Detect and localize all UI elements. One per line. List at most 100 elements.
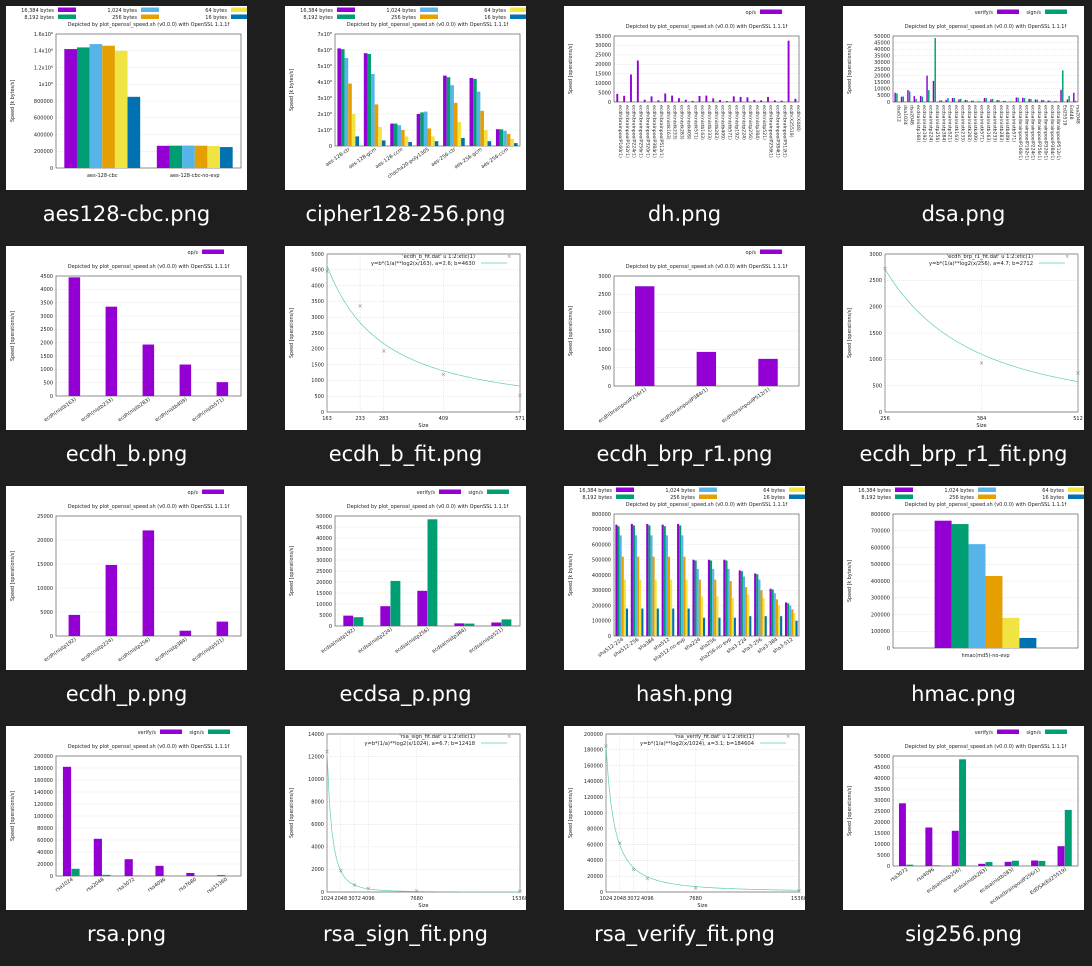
legend-entry: 256 bytes: [112, 15, 137, 21]
file-name-label[interactable]: rsa_verify_fit.png: [554, 922, 815, 946]
data-point: ×: [414, 888, 419, 895]
y-tick-label: 500: [872, 383, 882, 389]
x-tick-label: aes-128-gcm: [348, 147, 378, 171]
file-name-label[interactable]: sig256.png: [833, 922, 1092, 946]
bar: [712, 98, 714, 102]
y-tick-label: 3000: [311, 315, 324, 321]
y-axis-label: Speed [operations/s]: [10, 311, 16, 361]
bar: [901, 97, 902, 102]
chart-subtitle: Depicted by plot_openssl_speed.sh (v0.0.…: [626, 264, 788, 270]
x-tick-label: 1024: [321, 896, 334, 902]
file-name-label[interactable]: aes128-cbc.png: [0, 202, 257, 226]
file-name-label[interactable]: ecdh_p.png: [0, 682, 257, 706]
chart-thumbnail[interactable]: 'ecdh_brp_r1_fit.dat' u 1:2:xtic(1)×y=b*…: [843, 246, 1084, 430]
bar: [507, 134, 511, 146]
file-name-label[interactable]: ecdh_b_fit.png: [275, 442, 536, 466]
x-tick-label: ecdsa(nistp192): [320, 627, 357, 655]
y-tick-label: 1000: [598, 347, 611, 353]
thumbnail-item[interactable]: 'ecdh_brp_r1_fit.dat' u 1:2:xtic(1)×y=b*…: [843, 246, 1084, 486]
y-tick-label: 50000: [874, 754, 890, 760]
bar: [728, 569, 730, 636]
bar: [754, 573, 756, 636]
file-name-label[interactable]: rsa_sign_fit.png: [275, 922, 536, 946]
y-tick-label: 4x10⁶: [317, 80, 332, 86]
y-tick-label: 25000: [874, 809, 890, 815]
y-tick-label: 14000: [308, 732, 324, 738]
bar: [128, 97, 141, 168]
file-name-label[interactable]: dh.png: [554, 202, 815, 226]
y-tick-label: 0: [887, 864, 890, 870]
x-tick-label: ecdh(brainpoolP512t1): [781, 105, 787, 158]
bar: [69, 277, 81, 396]
x-tick-label: 3072: [348, 896, 361, 902]
bar: [703, 618, 705, 636]
thumbnail-item[interactable]: 'rsa_sign_fit.dat' u 1:2:xtic(1)×y=b*(1/…: [285, 726, 526, 966]
bar: [739, 570, 741, 636]
file-name-label[interactable]: ecdh_brp_r1.png: [554, 442, 815, 466]
bar: [390, 124, 394, 146]
y-tick-label: 1.2x10⁶: [34, 65, 53, 71]
y-tick-label: 0: [329, 624, 332, 630]
file-name-label[interactable]: hmac.png: [833, 682, 1092, 706]
bar: [217, 622, 229, 636]
file-name-label[interactable]: ecdh_brp_r1_fit.png: [833, 442, 1092, 466]
bar: [935, 521, 952, 648]
file-name-label[interactable]: dsa.png: [833, 202, 1092, 226]
y-tick-label: 5000: [40, 610, 53, 616]
thumbnail-item[interactable]: 'ecdh_b_fit.dat' u 1:2:xtic(1)×y=b*(1/a)…: [285, 246, 526, 486]
y-tick-label: 160000: [34, 778, 53, 784]
bar: [899, 803, 906, 866]
y-axis-label: Speed [k bytes/s]: [568, 554, 574, 596]
y-tick-label: 35000: [874, 787, 890, 793]
y-axis-label: Speed [operations/s]: [568, 44, 574, 94]
bar: [375, 104, 379, 146]
file-name-label[interactable]: ecdh_b.png: [0, 442, 257, 466]
x-tick-label: ecdsa(nistp384): [431, 627, 468, 655]
bar: [697, 352, 716, 386]
y-tick-label: 100000: [34, 814, 53, 820]
x-tick-label: 233: [355, 416, 365, 422]
bar: [681, 535, 683, 636]
thumbnail-item[interactable]: 'rsa_verify_fit.dat' u 1:2:xtic(1)×y=b*(…: [564, 726, 805, 966]
chart-thumbnail[interactable]: 'rsa_verify_fit.dat' u 1:2:xtic(1)×y=b*(…: [564, 726, 805, 910]
chart-thumbnail[interactable]: 'rsa_sign_fit.dat' u 1:2:xtic(1)×y=b*(1/…: [285, 726, 526, 910]
bar: [337, 48, 341, 146]
legend-entry: verify/s: [138, 730, 157, 736]
y-tick-label: 200000: [584, 732, 603, 738]
bar: [896, 93, 897, 102]
file-name-label[interactable]: rsa.png: [0, 922, 257, 946]
data-point: ×: [517, 392, 522, 399]
file-name-label[interactable]: cipher128-256.png: [275, 202, 536, 226]
file-name-label[interactable]: hash.png: [554, 682, 815, 706]
chart-thumbnail[interactable]: 'ecdh_b_fit.dat' u 1:2:xtic(1)×y=b*(1/a)…: [285, 246, 526, 430]
x-tick-label: Ed448: [1068, 105, 1074, 120]
bar: [1060, 90, 1061, 102]
bar: [417, 591, 427, 626]
file-name-label[interactable]: ecdsa_p.png: [275, 682, 536, 706]
